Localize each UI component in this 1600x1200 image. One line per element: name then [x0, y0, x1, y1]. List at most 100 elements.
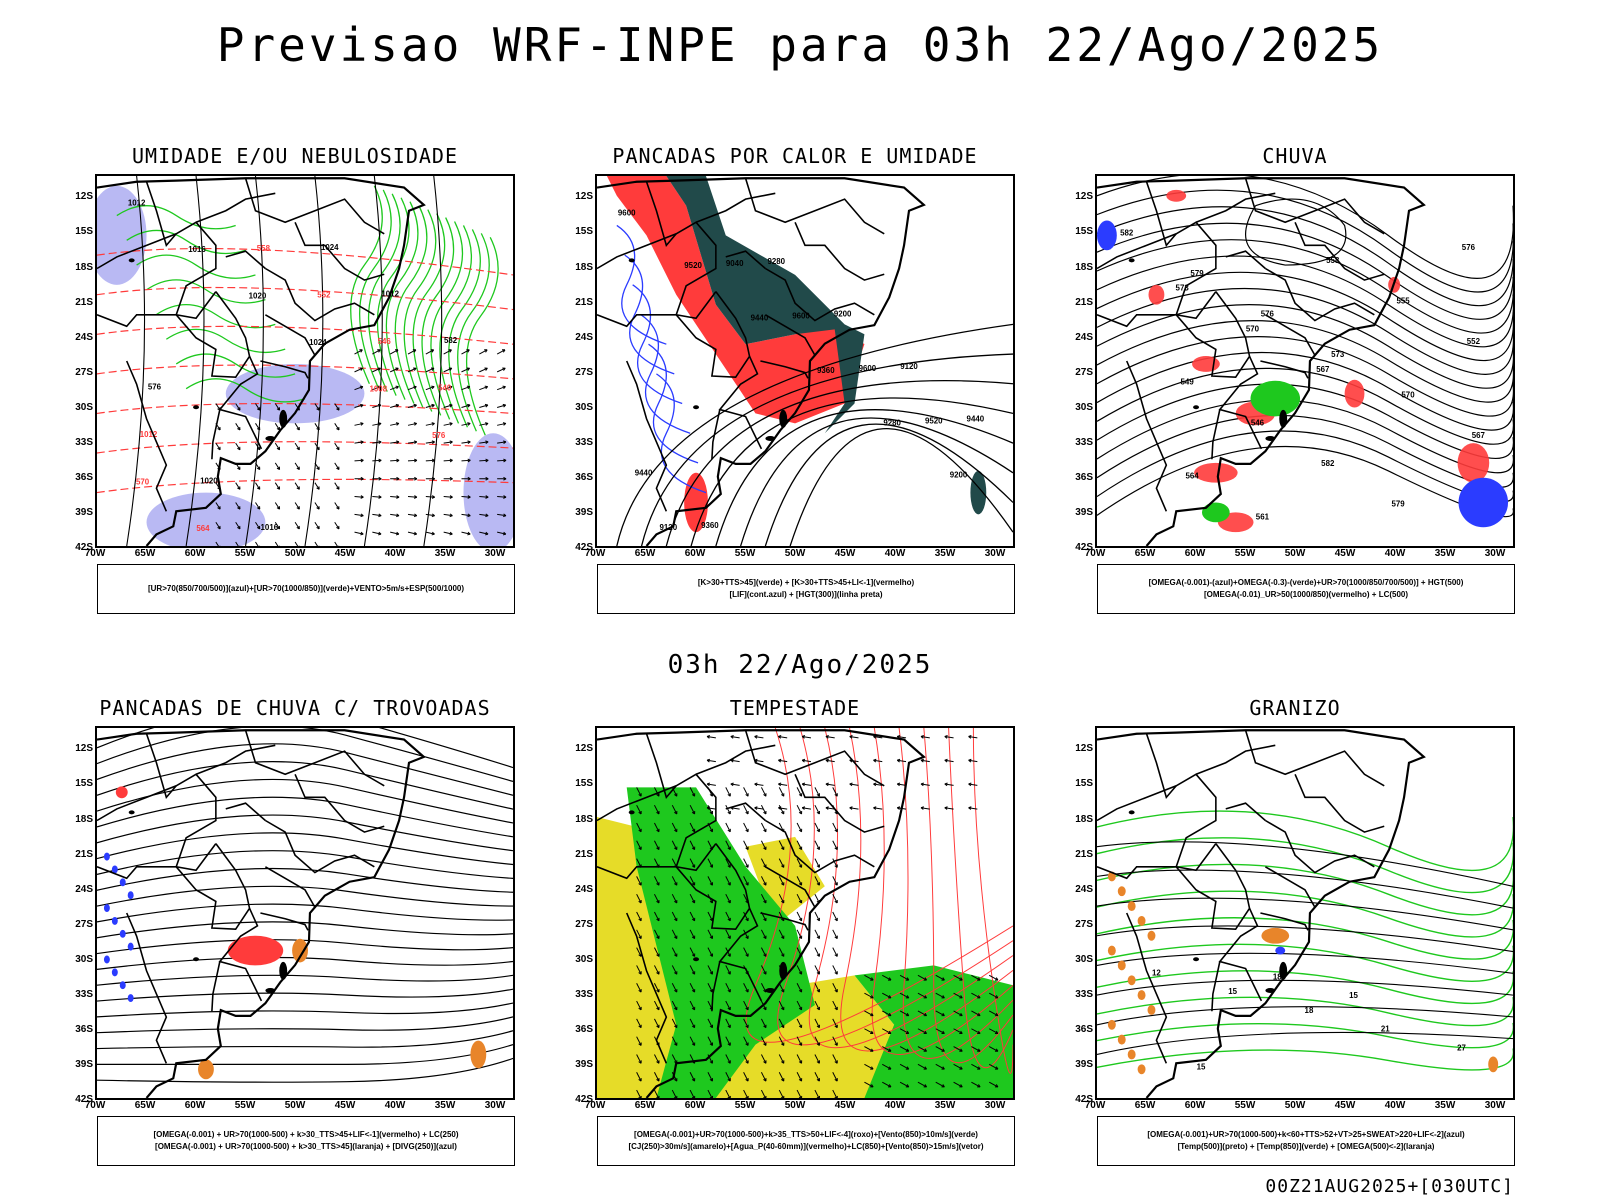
wind-arrow [354, 513, 364, 517]
wind-arrow-head [431, 513, 435, 518]
lon-axis: 70W 65W 60W 55W 50W 45W 40W 35W 30W [1085, 1100, 1515, 1114]
wind-arrow-head [237, 446, 241, 451]
lake-shape [693, 405, 700, 410]
lat-tick-label: 27S [75, 918, 93, 930]
wind-vector-head [994, 977, 999, 981]
wind-arrow-head [256, 506, 261, 510]
omega500-orange-dot [1127, 901, 1136, 912]
lat-tick-label: 18S [575, 813, 593, 825]
lagoon-shape [1265, 987, 1276, 993]
wind-arrow [235, 502, 241, 510]
wind-vector [832, 822, 838, 833]
lat-tick-label: 21S [575, 296, 593, 308]
contour-label: 9280 [883, 418, 901, 427]
wind-vector-head [905, 1066, 910, 1070]
streamline [97, 728, 513, 782]
wind-arrow-head [413, 367, 417, 371]
wind-arrow-head [256, 426, 261, 431]
wind-arrow-head [449, 440, 453, 445]
wind-vector [689, 876, 696, 886]
wind-vector [882, 1081, 892, 1088]
lat-tick-label: 33S [75, 436, 93, 448]
lon-tick-label: 60W [684, 548, 706, 559]
wind-vector [832, 1054, 838, 1064]
political-border [195, 192, 276, 224]
wind-arrow [389, 367, 399, 373]
lat-tick-label: 15S [1075, 226, 1093, 238]
pressure-contour [126, 176, 146, 546]
wind-vector [849, 759, 859, 763]
wind-vector [725, 965, 731, 975]
wind-vector-head [763, 828, 767, 833]
hgt500-contour [1097, 287, 1513, 375]
wind-vector-head [905, 977, 910, 981]
wind-vector [636, 947, 642, 957]
wind-arrow [461, 422, 471, 426]
lake-shape [193, 405, 200, 410]
green-humidity-contour [394, 205, 428, 404]
omega500-orange-dot [1127, 975, 1136, 986]
lon-tick-label: 55W [234, 1100, 256, 1111]
omega-red-area [1148, 284, 1165, 305]
wind-vector [636, 876, 642, 886]
wind-arrow-head [378, 422, 382, 426]
wind-arrow-head [502, 367, 506, 371]
wind-vector-head [887, 1048, 892, 1052]
political-border [1264, 314, 1316, 356]
contour-label: 582 [1321, 459, 1335, 468]
wind-vector-head [887, 977, 892, 981]
political-border [145, 733, 177, 799]
coastline [597, 177, 926, 546]
lon-tick-label: 35W [434, 548, 456, 559]
wind-vector-head [709, 1060, 714, 1064]
contour-label: 15 [1349, 991, 1358, 1000]
wind-vector-head [816, 828, 820, 833]
lif-contour [648, 343, 699, 464]
wind-vector [654, 1072, 660, 1082]
wind850-green-area [626, 787, 815, 1098]
wind-vector [814, 858, 820, 868]
wind-arrow [479, 441, 489, 444]
wind-vector-head [730, 782, 734, 787]
wind-arrow-head [217, 525, 221, 530]
wind-arrow-head [217, 446, 221, 451]
legend-line-2: [OMEGA(-0.01)_UR>50(1000/850)(vermelho) … [1203, 590, 1409, 599]
wind-vector [743, 1018, 749, 1028]
political-border [764, 267, 875, 322]
map-frame: 9600 9520 9440 9360 9280 9200 9120 9040 9600 9600… [595, 174, 1015, 548]
wind-vector-head [834, 917, 838, 922]
wind-vector-head [691, 846, 696, 851]
wind-vector [760, 1036, 767, 1046]
wind-arrow-head [296, 486, 300, 490]
wind-vector-head [968, 806, 972, 810]
wind-vector [935, 1081, 945, 1088]
wind-vector-head [727, 864, 731, 868]
green-humidity-contour [136, 254, 256, 279]
lat-tick-label: 27S [575, 366, 593, 378]
political-border [1264, 267, 1375, 322]
wind-vector [654, 840, 660, 850]
contour-label: 12 [1152, 968, 1161, 977]
wind-vector-head [763, 900, 767, 904]
wind-arrow [354, 404, 364, 408]
wind-arrow [235, 541, 239, 546]
lon-tick-label: 50W [784, 548, 806, 559]
wind-vector [849, 807, 859, 810]
wind-arrow [294, 541, 299, 546]
wind-vector-head [745, 1006, 749, 1011]
hgt500-contour [1097, 206, 1513, 307]
lon-tick-label: 35W [934, 548, 956, 559]
lon-tick-label: 60W [184, 548, 206, 559]
wind-vector [778, 858, 785, 868]
wind-vector [636, 840, 642, 850]
temp500-contour [1097, 1031, 1513, 1056]
wind-vector [988, 974, 999, 981]
wind-vector [743, 876, 749, 886]
wind-arrow [215, 521, 221, 530]
wind-arrow [407, 386, 417, 391]
wind-arrow-head [449, 495, 453, 499]
map-svg: 9600 9520 9440 9360 9280 9200 9120 9040 9600 9600… [597, 176, 1013, 546]
wind-vector-head [745, 1095, 749, 1098]
lat-tick-label: 36S [75, 471, 93, 483]
wind-vector-head [896, 782, 901, 787]
